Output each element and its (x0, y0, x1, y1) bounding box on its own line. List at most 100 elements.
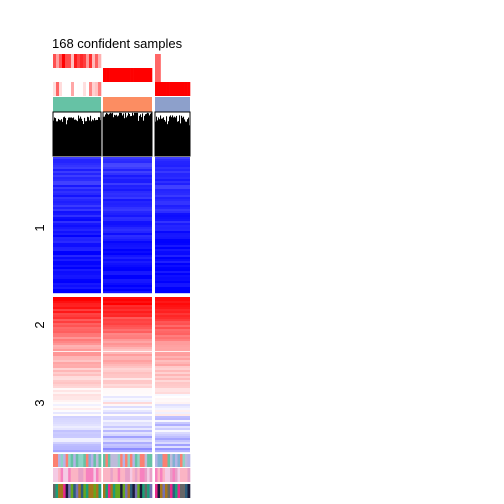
membership-cell (187, 54, 191, 68)
membership-cell (86, 68, 90, 82)
heatmap-cell (155, 305, 190, 308)
membership-cell (155, 54, 159, 68)
heatmap-cell (103, 392, 152, 395)
bottom-annotation-cell (70, 484, 74, 498)
heatmap-cell (155, 215, 190, 218)
silhouette-bar (115, 115, 117, 156)
heatmap-cell (103, 430, 152, 433)
membership-cell (157, 82, 162, 96)
bottom-annotation-cell (103, 468, 106, 482)
silhouette-bar (167, 124, 169, 156)
bottom-annotation-cell (60, 454, 64, 467)
bottom-annotation-cell (122, 484, 126, 498)
heatmap-cell (53, 267, 101, 270)
silhouette-bar (187, 119, 189, 156)
membership-cell (178, 54, 182, 68)
heatmap-cell (155, 233, 190, 236)
silhouette-bar (85, 121, 87, 156)
membership-cell (124, 54, 128, 68)
membership-cell (142, 68, 147, 82)
heatmap-cell (53, 434, 101, 437)
heatmap-cell (103, 267, 152, 270)
heatmap-cell (53, 333, 101, 336)
silhouette-bar (53, 120, 55, 156)
silhouette-bar (165, 121, 167, 156)
heatmap-cell (103, 416, 152, 419)
silhouette-bar (110, 112, 112, 156)
heatmap-cell (53, 426, 101, 429)
bottom-annotation-cell (53, 468, 56, 482)
membership-cell (83, 54, 87, 68)
heatmap-cell (155, 187, 190, 190)
membership-cell (133, 68, 137, 82)
silhouette-bar (84, 117, 86, 156)
heatmap-cell (53, 307, 101, 310)
heatmap-cell (53, 191, 101, 194)
membership-cell (80, 68, 84, 82)
silhouette-bar (105, 114, 107, 156)
heatmap-cell (53, 345, 101, 348)
heatmap-cell (103, 418, 152, 421)
bottom-annotation-cell (120, 468, 123, 482)
bottom-annotation-cell (122, 454, 126, 467)
bottom-annotation-cell (155, 484, 158, 498)
heatmap-cell (53, 406, 101, 409)
bottom-annotation-cell (120, 454, 123, 467)
heatmap-cell (103, 382, 152, 385)
silhouette-bar (66, 124, 68, 156)
bottom-annotation-cell (68, 454, 71, 467)
heatmap-cell (155, 309, 190, 312)
silhouette-bar (137, 112, 139, 156)
bottom-annotation-cell (95, 484, 99, 498)
heatmap-cell (103, 394, 152, 397)
membership-cell (86, 54, 90, 68)
heatmap-cell (103, 229, 152, 232)
silhouette-bar (172, 115, 174, 156)
heatmap-cell (53, 259, 101, 262)
bottom-annotation-cell (85, 454, 89, 467)
bottom-annotation-cell (63, 468, 66, 482)
silhouette-bar (142, 113, 144, 156)
membership-cell (166, 68, 170, 82)
silhouette-bar (170, 115, 172, 156)
membership-cell (169, 82, 173, 96)
silhouette-bar (162, 118, 164, 156)
membership-cell (133, 82, 137, 96)
heatmap-cell (53, 167, 101, 170)
silhouette-bar (119, 112, 121, 156)
bottom-annotation-cell (167, 454, 171, 467)
membership-cell (172, 68, 176, 82)
heatmap-cell (155, 444, 190, 447)
heatmap-cell (53, 436, 101, 439)
heatmap-cell (155, 450, 190, 453)
heatmap-cell (155, 193, 190, 196)
bottom-annotation-cell (83, 484, 87, 498)
heatmap-cell (53, 347, 101, 350)
heatmap-cell (103, 243, 152, 246)
heatmap-cell (53, 263, 101, 266)
heatmap-cell (155, 442, 190, 445)
membership-cell (98, 82, 102, 96)
heatmap-cell (103, 167, 152, 170)
membership-cell (166, 54, 170, 68)
bottom-annotation-cell (90, 454, 94, 467)
heatmap-cell (103, 193, 152, 196)
heatmap-cell (53, 193, 101, 196)
silhouette-bar (55, 118, 57, 156)
heatmap-cell (53, 390, 101, 393)
bottom-annotation-cell (78, 484, 82, 498)
heatmap-cell (103, 372, 152, 375)
bottom-annotation-cell (165, 468, 168, 482)
heatmap-cell (53, 321, 101, 324)
heatmap-cell (53, 364, 101, 367)
bottom-annotation-cell (105, 484, 109, 498)
heatmap-cell (155, 177, 190, 180)
heatmap-cell (53, 374, 101, 377)
heatmap-cell (103, 303, 152, 306)
heatmap-cell (103, 408, 152, 411)
membership-cell (155, 68, 159, 82)
heatmap-cell (103, 253, 152, 256)
silhouette-bar (131, 116, 133, 156)
bottom-annotation-cell (142, 468, 145, 482)
membership-cell (77, 54, 81, 68)
